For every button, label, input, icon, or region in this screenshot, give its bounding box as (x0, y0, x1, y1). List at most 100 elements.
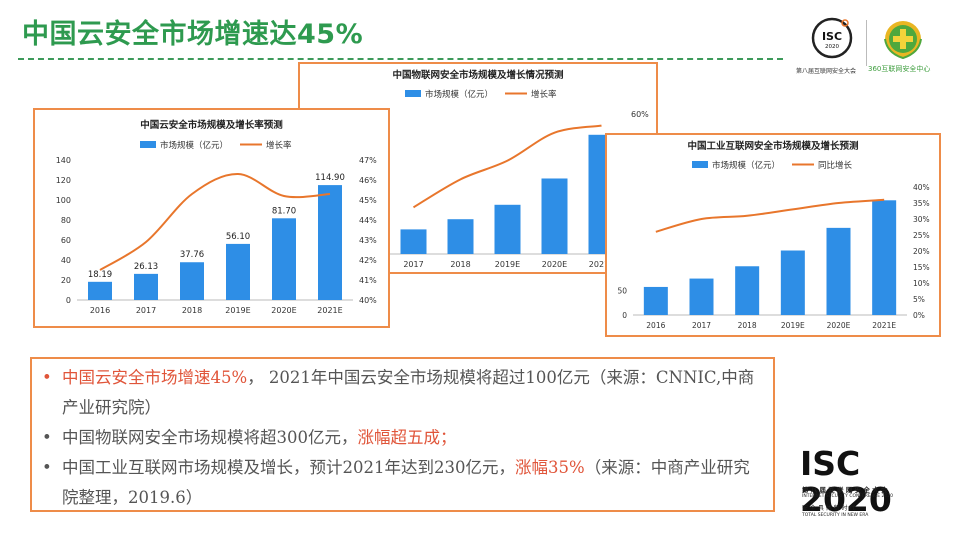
bar (494, 204, 521, 254)
chart-industrial-security: 中国工业互联网安全市场规模及增长预测 市场规模（亿元） 同比增长 0 50 0% 5% 10%… (605, 133, 941, 337)
y-tick-right: 25% (913, 231, 930, 240)
y-tick-left: 0 (622, 311, 627, 320)
bullet-3-highlight: 涨幅35% (515, 458, 585, 477)
legend-swatch-bar (405, 90, 421, 97)
bar (88, 281, 112, 300)
legend-label-line: 增长率 (531, 89, 557, 100)
bar (826, 227, 851, 315)
bullet-dot: • (42, 428, 52, 447)
y-tick-left: 40 (61, 256, 71, 265)
x-tick-label: 2017 (692, 321, 711, 330)
y-tick-left: 60 (61, 236, 71, 245)
brand-line-1: 第 八 届 互 联 网 安 全 大 会 (802, 486, 888, 494)
bar-value-label: 18.19 (88, 270, 112, 280)
bar (226, 243, 250, 300)
bar (400, 229, 427, 254)
x-tick-label: 2018 (182, 306, 202, 315)
y-tick-right: 41% (359, 276, 377, 285)
y-tick-left: 100 (56, 196, 71, 205)
x-tick-label: 2020E (271, 306, 296, 315)
bar (643, 286, 668, 315)
legend-label-bar: 市场规模（亿元） (160, 140, 228, 151)
y-tick-left: 140 (56, 156, 71, 165)
bullet-dot: • (42, 458, 52, 477)
bullet-1: • 中国云安全市场增速45%， 2021年中国云安全市场规模将超过100亿元（来源… (42, 363, 763, 423)
x-tick-label: 2020E (827, 321, 851, 330)
brand-line-2: INTERNET SECURITY CONFERENCE 2020 (802, 494, 894, 499)
y-tick-right: 5% (913, 295, 925, 304)
y-tick-left: 120 (56, 176, 71, 185)
x-tick-label: 2019E (495, 260, 520, 269)
bullet-3-source: （来源：中商产业研究院整理，2019.6） (62, 458, 750, 507)
chart-cloud-security: 中国云安全市场规模及增长率预测市场规模（亿元） 增长率 0 20 40 60 80 100 12… (33, 108, 390, 328)
bar (541, 178, 568, 254)
chart-title: 中国云安全市场规模及增长率预测 (140, 119, 283, 131)
bullet-2: • 中国物联网安全市场规模将超300亿元，涨幅超五成； (42, 423, 763, 453)
growth-rate-line (412, 124, 602, 209)
y-tick-right: 46% (359, 176, 377, 185)
legend-label-line: 同比增长 (818, 160, 853, 171)
bar (318, 185, 342, 300)
bar (180, 262, 204, 300)
logo-divider (866, 20, 867, 66)
brand-line-4: TOTAL SECURITY IN NEW ERA (802, 513, 869, 518)
y-tick-right: 40% (913, 183, 930, 192)
isc-badge-text: ISC (822, 30, 842, 43)
summary-box: • 中国云安全市场增速45%， 2021年中国云安全市场规模将超过100亿元（来源… (30, 357, 775, 512)
org-caption: 360互联网安全中心 (868, 65, 931, 73)
growth-rate-line (99, 172, 331, 271)
bar (735, 266, 760, 315)
x-tick-label: 2016 (646, 321, 665, 330)
bar-value-label: 37.76 (180, 250, 204, 260)
bullet-2-highlight: 涨幅超五成； (357, 428, 457, 447)
bullet-2-text: 中国物联网安全市场规模将超300亿元， (62, 428, 358, 447)
legend-label-bar: 市场规模（亿元） (712, 160, 780, 171)
growth-rate-line (655, 198, 885, 233)
bar (780, 250, 805, 315)
x-tick-label: 2021E (317, 306, 342, 315)
x-tick-label: 2017 (403, 260, 423, 269)
legend-swatch-bar (140, 141, 156, 148)
bar (272, 218, 296, 300)
isc-badge-year: 2020 (825, 44, 839, 50)
x-tick-label: 2018 (450, 260, 470, 269)
y-tick-left: 20 (61, 276, 71, 285)
legend-swatch-bar (692, 161, 708, 168)
bar-value-label: 26.13 (134, 262, 158, 272)
y-tick-right: 43% (359, 236, 377, 245)
y-tick-right: 20% (913, 247, 930, 256)
y-tick-right: 30% (913, 215, 930, 224)
x-tick-label: 2019E (225, 306, 250, 315)
bar-value-label: 114.90 (315, 173, 345, 183)
chart-title: 中国物联网安全市场规模及增长情况预测 (392, 69, 564, 81)
legend-label-line: 增长率 (266, 140, 292, 151)
y-tick-right: 40% (359, 296, 377, 305)
y-tick-left: 80 (61, 216, 71, 225)
isc-2020-brand: ISC 2020 (800, 444, 892, 519)
y-tick-right: 42% (359, 256, 377, 265)
title-divider (18, 58, 783, 60)
bullet-3: • 中国工业互联网市场规模及增长，预计2021年达到230亿元，涨幅35%（来源：… (42, 453, 763, 513)
bar-value-label: 81.70 (272, 206, 296, 216)
x-tick-label: 2019E (781, 321, 805, 330)
isc-badge-logo: ISC 2020 (811, 17, 853, 59)
isc-caption: 第八届互联网安全大会 (796, 68, 857, 75)
y-tick-left: 50 (617, 286, 627, 295)
x-tick-label: 2016 (90, 306, 110, 315)
bar (872, 200, 897, 315)
y-tick-right: 15% (913, 263, 930, 272)
bar (134, 273, 158, 300)
y-tick-left: 0 (66, 296, 71, 305)
bullet-1-highlight: 中国云安全市场增速45% (62, 368, 248, 387)
360-shield-logo (884, 21, 922, 60)
bullet-1-text: ， 2021年中国云安全市场规模将超过100亿元（来源：CNNIC,中商产业研究… (62, 368, 755, 417)
x-tick-label: 2021E (589, 260, 614, 269)
y-tick-right: 45% (359, 196, 377, 205)
bar (689, 278, 714, 315)
y-tick-right: 10% (913, 279, 930, 288)
x-tick-label: 2017 (136, 306, 156, 315)
x-tick-label: 2018 (738, 321, 757, 330)
brand-line-3: 安 全 具 体 新 时 代 (802, 505, 856, 512)
